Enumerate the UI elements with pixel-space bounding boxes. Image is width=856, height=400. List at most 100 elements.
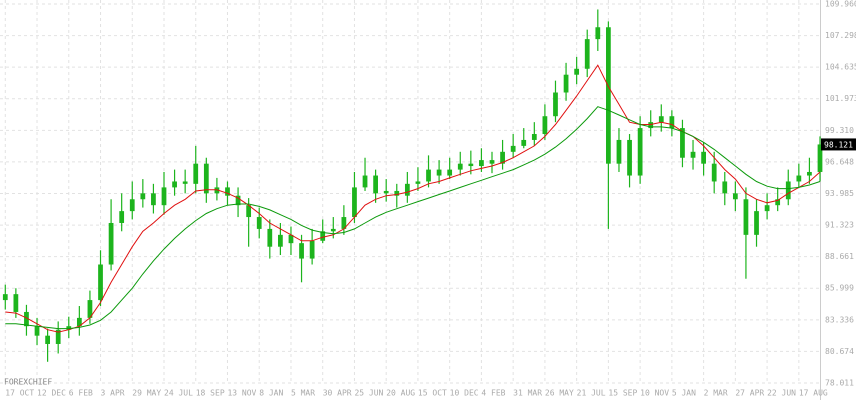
y-tick-label: 107.298	[825, 31, 856, 40]
y-tick-label: 91.323	[825, 221, 854, 230]
candle-body	[500, 151, 505, 164]
candle-body	[55, 329, 61, 344]
candle-body	[404, 183, 410, 196]
candle-body	[627, 139, 632, 176]
candle-body	[87, 300, 93, 318]
candle-body	[796, 175, 802, 182]
y-tick-label: 80.674	[825, 347, 854, 356]
x-tick-label: 17 AUG	[799, 389, 828, 398]
candle-body	[352, 187, 357, 218]
candle-body	[711, 163, 717, 182]
x-tick-label: 3 APR	[101, 389, 125, 398]
x-tick-label: 2 MAR	[704, 389, 728, 398]
y-tick-label: 93.985	[825, 189, 854, 198]
x-tick-label: 25 JUN	[354, 389, 383, 398]
candle-body	[225, 187, 230, 196]
x-tick-label: 15 SEP	[608, 389, 637, 398]
y-tick-label: 101.973	[825, 94, 856, 103]
x-tick-label: 6 FEB	[69, 389, 93, 398]
candle-body	[648, 122, 654, 129]
candle-body	[108, 222, 114, 265]
candle-body	[267, 228, 273, 247]
candle-body	[436, 169, 442, 176]
candle-body	[214, 187, 220, 194]
candle-body	[151, 193, 156, 206]
candle-body	[584, 39, 590, 69]
x-tick-label: 18 SEP	[196, 389, 225, 398]
candle-body	[521, 139, 527, 146]
candle-body	[119, 211, 125, 223]
candle-body	[299, 243, 304, 259]
candle-body	[817, 144, 823, 172]
x-tick-label: 15 OCT	[418, 389, 447, 398]
moving-average-line	[5, 106, 821, 330]
candle-body	[807, 171, 812, 176]
candle-body	[479, 160, 484, 167]
x-tick-label: 5 JAN	[672, 389, 696, 398]
y-tick-label: 99.310	[825, 126, 854, 135]
watermark: FOREXCHIEF	[4, 378, 52, 387]
candle-body	[66, 326, 72, 330]
candle-body	[553, 92, 558, 117]
candle-body	[690, 151, 696, 158]
candle-body	[140, 193, 146, 200]
candle-body	[309, 240, 315, 259]
candle-body	[76, 317, 82, 327]
y-tick-label: 85.999	[825, 284, 854, 293]
x-tick-label: 24 JUL	[164, 389, 193, 398]
candle-body	[2, 294, 8, 301]
candle-body	[637, 128, 643, 176]
candle-body	[341, 217, 347, 229]
candle-body	[383, 190, 389, 194]
x-tick-label: 20 AUG	[386, 389, 415, 398]
x-tick-label: 4 FEB	[481, 389, 505, 398]
candle-body	[764, 205, 770, 212]
y-tick-label: 109.960	[825, 0, 856, 9]
candle-body	[595, 27, 601, 40]
candle-body	[574, 68, 580, 75]
candle-body	[320, 231, 326, 241]
candle-body	[447, 169, 453, 176]
candle-body	[531, 134, 537, 140]
candle-body	[256, 217, 262, 229]
candle-body	[669, 116, 675, 129]
candle-body	[743, 199, 749, 235]
candle-body	[468, 163, 474, 167]
candle-body	[330, 228, 336, 232]
candle-body	[680, 128, 685, 158]
x-tick-label: 8 JAN	[259, 389, 283, 398]
candle-body	[785, 181, 791, 200]
candle-body	[701, 151, 706, 164]
y-tick-label: 78.011	[825, 379, 854, 388]
candle-body	[489, 160, 495, 164]
candle-body	[98, 264, 103, 301]
candle-body	[193, 163, 199, 184]
candle-body	[426, 169, 431, 182]
candle-body	[24, 311, 29, 327]
x-tick-label: 26 MAY	[545, 389, 574, 398]
candle-body	[161, 187, 167, 206]
x-tick-label: 29 MAY	[132, 389, 161, 398]
candle-body	[775, 199, 781, 206]
candle-body	[203, 163, 209, 194]
x-tick-label: 21 JUL	[577, 389, 606, 398]
x-tick-label: 31 MAR	[513, 389, 542, 398]
price-tag	[821, 138, 856, 151]
candle-body	[457, 163, 463, 170]
candle-body	[616, 139, 622, 164]
candle-body	[278, 234, 283, 247]
y-tick-label: 96.648	[825, 157, 854, 166]
candle-body	[182, 181, 188, 184]
candle-body	[563, 74, 569, 93]
candle-body	[235, 195, 241, 206]
candle-body	[658, 116, 664, 123]
candle-body	[722, 181, 728, 194]
candle-body	[732, 193, 738, 200]
x-tick-label: 30 APR	[323, 389, 352, 398]
x-tick-label: 27 APR	[735, 389, 764, 398]
candle-body	[415, 181, 421, 184]
candle-body	[394, 190, 400, 196]
candle-body	[13, 294, 19, 312]
